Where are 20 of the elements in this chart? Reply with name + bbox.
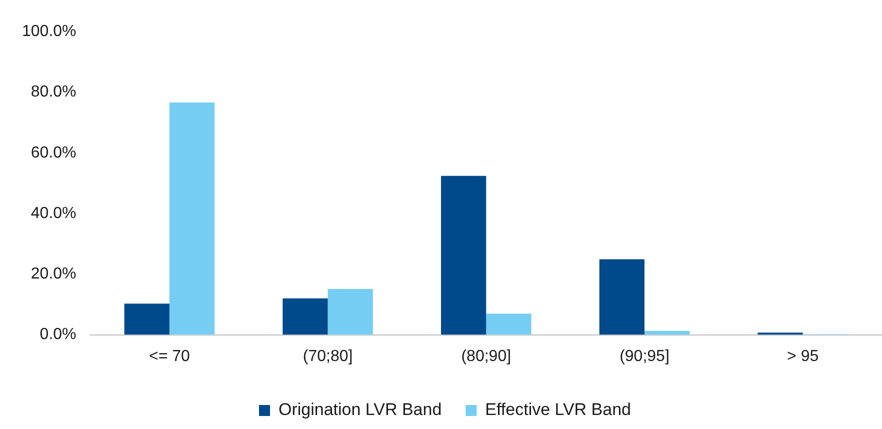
x-tick-label: > 95	[787, 348, 819, 365]
bar	[441, 176, 486, 335]
y-tick-label: 40.0%	[30, 204, 76, 222]
y-tick-label: 20.0%	[30, 266, 76, 283]
y-tick-label: 60.0%	[30, 144, 76, 162]
bar	[169, 102, 215, 335]
y-tick-label: 80.0%	[30, 84, 76, 101]
y-tick-label: 0.0%	[40, 326, 76, 344]
x-tick-label: (90;95]	[620, 348, 670, 365]
x-tick-label: <= 70	[148, 348, 190, 365]
bar	[599, 259, 644, 335]
y-tick-label: 100.0%	[22, 23, 76, 40]
bar	[486, 314, 532, 335]
x-tick-label: (80;90]	[461, 348, 512, 365]
legend-label: Origination LVR Band	[278, 400, 442, 420]
bar	[124, 304, 170, 335]
bar	[328, 289, 373, 335]
x-tick-label: (70;80]	[302, 348, 353, 365]
bar	[282, 298, 328, 335]
legend-label: Effective LVR Band	[485, 400, 632, 420]
